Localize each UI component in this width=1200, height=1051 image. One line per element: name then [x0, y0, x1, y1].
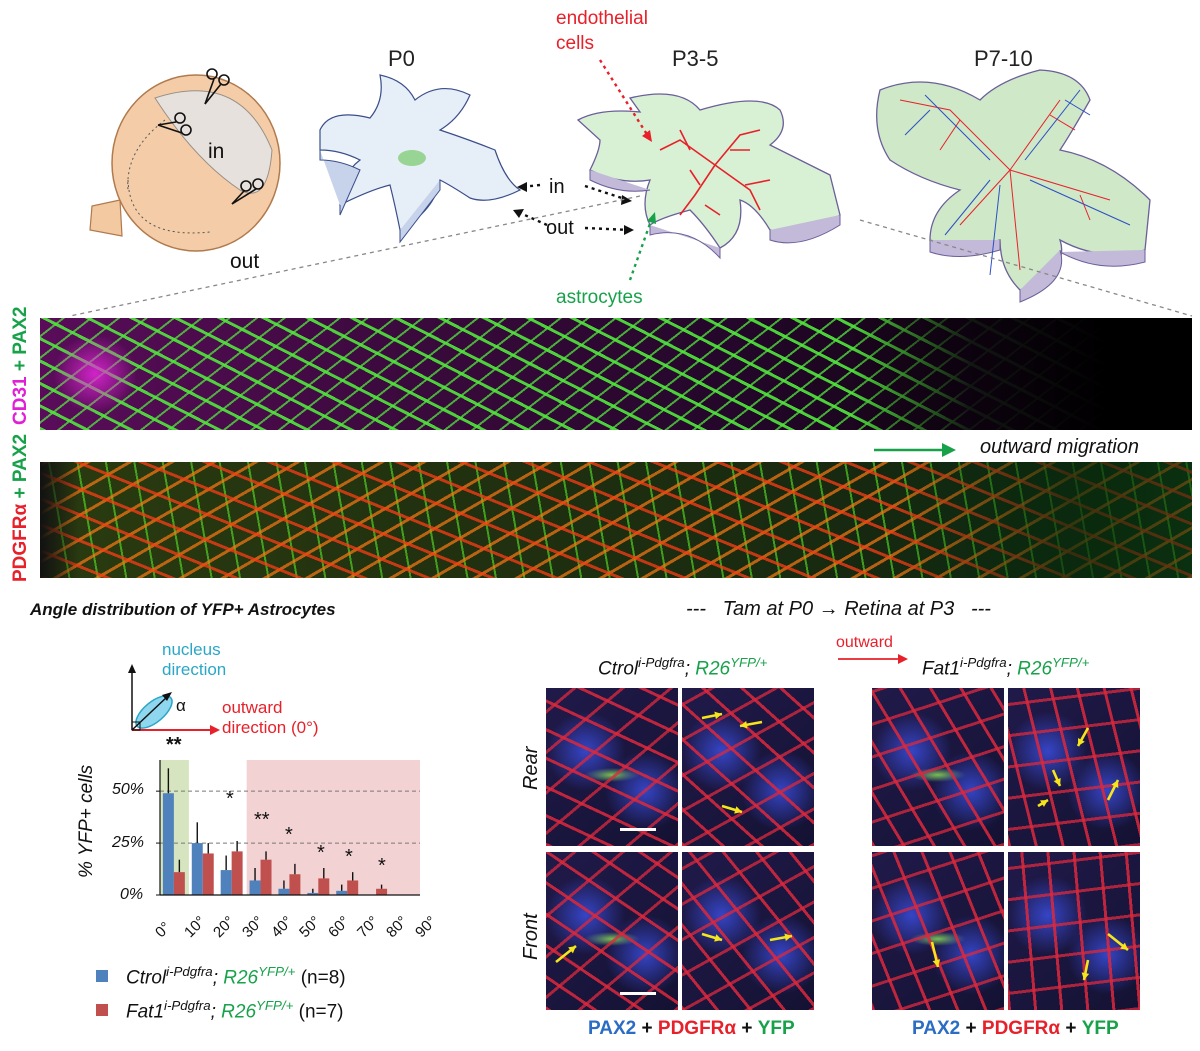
ytick-0: 0% [120, 886, 144, 903]
eye-in-label: in [208, 140, 225, 163]
footer-left-markers: PAX2 + PDGFRα + YFP [588, 1018, 795, 1039]
yellow-arrowhead [714, 934, 722, 942]
yellow-arrowhead [1078, 738, 1085, 746]
yellow-arrowhead [740, 720, 748, 729]
bar-series0-60-70 [336, 890, 348, 895]
bar-series1-30-40 [260, 859, 272, 895]
inset-alpha-label: α [176, 696, 186, 715]
bar-series1-60-70 [347, 880, 359, 895]
outward-migration-label: outward migration [980, 436, 1139, 458]
yellow-arrowhead [714, 711, 722, 720]
bar-series1-40-50 [289, 874, 301, 895]
outward-small-label: outward [836, 634, 893, 651]
yellow-arrowhead [1053, 778, 1061, 786]
outward-small-arrow [838, 654, 908, 664]
footer-right-markers: PAX2 + PDGFRα + YFP [912, 1018, 1119, 1039]
arrow-in-label: in [549, 176, 565, 198]
inset-nucleus-label: nucleus direction [162, 640, 227, 679]
star-40-50: * [285, 824, 293, 846]
micro-panel-front-ctrol-red-blue [682, 852, 814, 1010]
star-70-80: * [378, 855, 386, 877]
yellow-arrowhead [932, 959, 941, 967]
eyeball-illustration [89, 74, 281, 252]
retina-p7-10 [876, 69, 1151, 303]
stage-p0-label: P0 [388, 46, 415, 71]
chart-title: Angle distribution of YFP+ Astrocytes [30, 600, 336, 619]
star-60-70: * [345, 846, 353, 868]
star-50-60: * [317, 842, 325, 864]
micro-panel-rear-fat1-red-blue [1008, 688, 1140, 846]
bar-series1-10-20 [202, 853, 214, 895]
bar-series0-50-60 [307, 892, 319, 895]
arrow-out-label: out [546, 217, 574, 239]
bar-series0-10-20 [191, 843, 203, 895]
eye-out-label: out [230, 250, 260, 273]
cd31-pax2-strip [40, 318, 1192, 430]
scale-bar [620, 992, 656, 995]
yellow-arrowhead [1081, 972, 1090, 980]
in-out-arrows [517, 183, 631, 232]
y-axis-label: % YFP+ cells [76, 764, 97, 878]
bar-series0-0-10 [162, 793, 174, 895]
outward-migration-arrow [874, 443, 956, 457]
micro-panel-front-fat1-merge [872, 852, 1004, 1010]
bar-series0-20-30 [220, 870, 232, 895]
stage-p7-10-label: P7-10 [974, 46, 1033, 71]
angle-bar-chart [156, 760, 420, 896]
legend-swatch-fat1 [96, 1004, 108, 1016]
retina-diagram [69, 59, 1193, 317]
endothelial-cells-label: endothelial cells [556, 8, 648, 54]
bar-series1-20-30 [231, 851, 243, 895]
yellow-arrowhead [1111, 780, 1119, 788]
stage-p3-5-label: P3-5 [672, 46, 719, 71]
micro-panel-rear-ctrol-red-blue [682, 688, 814, 846]
bar-series1-70-80 [376, 888, 388, 895]
shaded-range-1 [246, 760, 420, 895]
scissors-icon [157, 68, 264, 205]
yellow-arrowhead [734, 806, 742, 814]
micro-panel-rear-ctrol-merge [546, 688, 678, 846]
micro-panel-front-ctrol-merge [546, 852, 678, 1010]
astrocytes-arrow [628, 217, 654, 281]
yellow-arrowhead [1120, 942, 1128, 950]
ytick-25: 25% [112, 834, 145, 851]
astrocytes-label: astrocytes [556, 287, 643, 308]
retina-p0 [319, 74, 522, 244]
bar-series1-0-10 [173, 872, 185, 895]
inset-outward-label: outward direction (0°) [222, 698, 319, 737]
bar-series0-30-40 [249, 880, 261, 895]
fat1-genotype-label: Fat1i-Pdgfra; R26YFP/+ [922, 655, 1090, 680]
xtick-label: 0° [152, 918, 175, 942]
micro-panel-front-fat1-red-blue [1008, 852, 1140, 1010]
micro-panel-rear-fat1-merge [872, 688, 1004, 846]
endothelial-arrow [598, 59, 650, 137]
row-label-front: Front [520, 913, 542, 960]
row-label-rear: Rear [520, 746, 542, 790]
bar-series1-50-60 [318, 878, 330, 895]
scale-bar [620, 828, 656, 831]
pdgfra-pax2-strip [40, 462, 1192, 578]
ytick-50: 50% [112, 781, 145, 798]
yellow-arrowhead [784, 933, 792, 942]
strip-top-label: CD31 + PAX2 [10, 306, 31, 425]
star-20-30: * [226, 788, 234, 810]
yellow-arrowhead [568, 946, 576, 954]
legend-swatch-ctrol [96, 970, 108, 982]
inset-significance: ** [166, 734, 182, 756]
bar-series0-40-50 [278, 888, 290, 895]
yellow-arrowhead [1040, 800, 1048, 807]
tam-header: --- Tam at P0 → Retina at P3 --- [686, 598, 991, 620]
retina-p3-5 [576, 93, 841, 260]
strip-bottom-label: PDGFRα + PAX2 [10, 433, 31, 582]
star-30-40: ** [254, 809, 270, 831]
angle-inset-diagram [128, 664, 220, 735]
ctrol-genotype-label: Ctroli-Pdgfra; R26YFP/+ [598, 655, 768, 680]
